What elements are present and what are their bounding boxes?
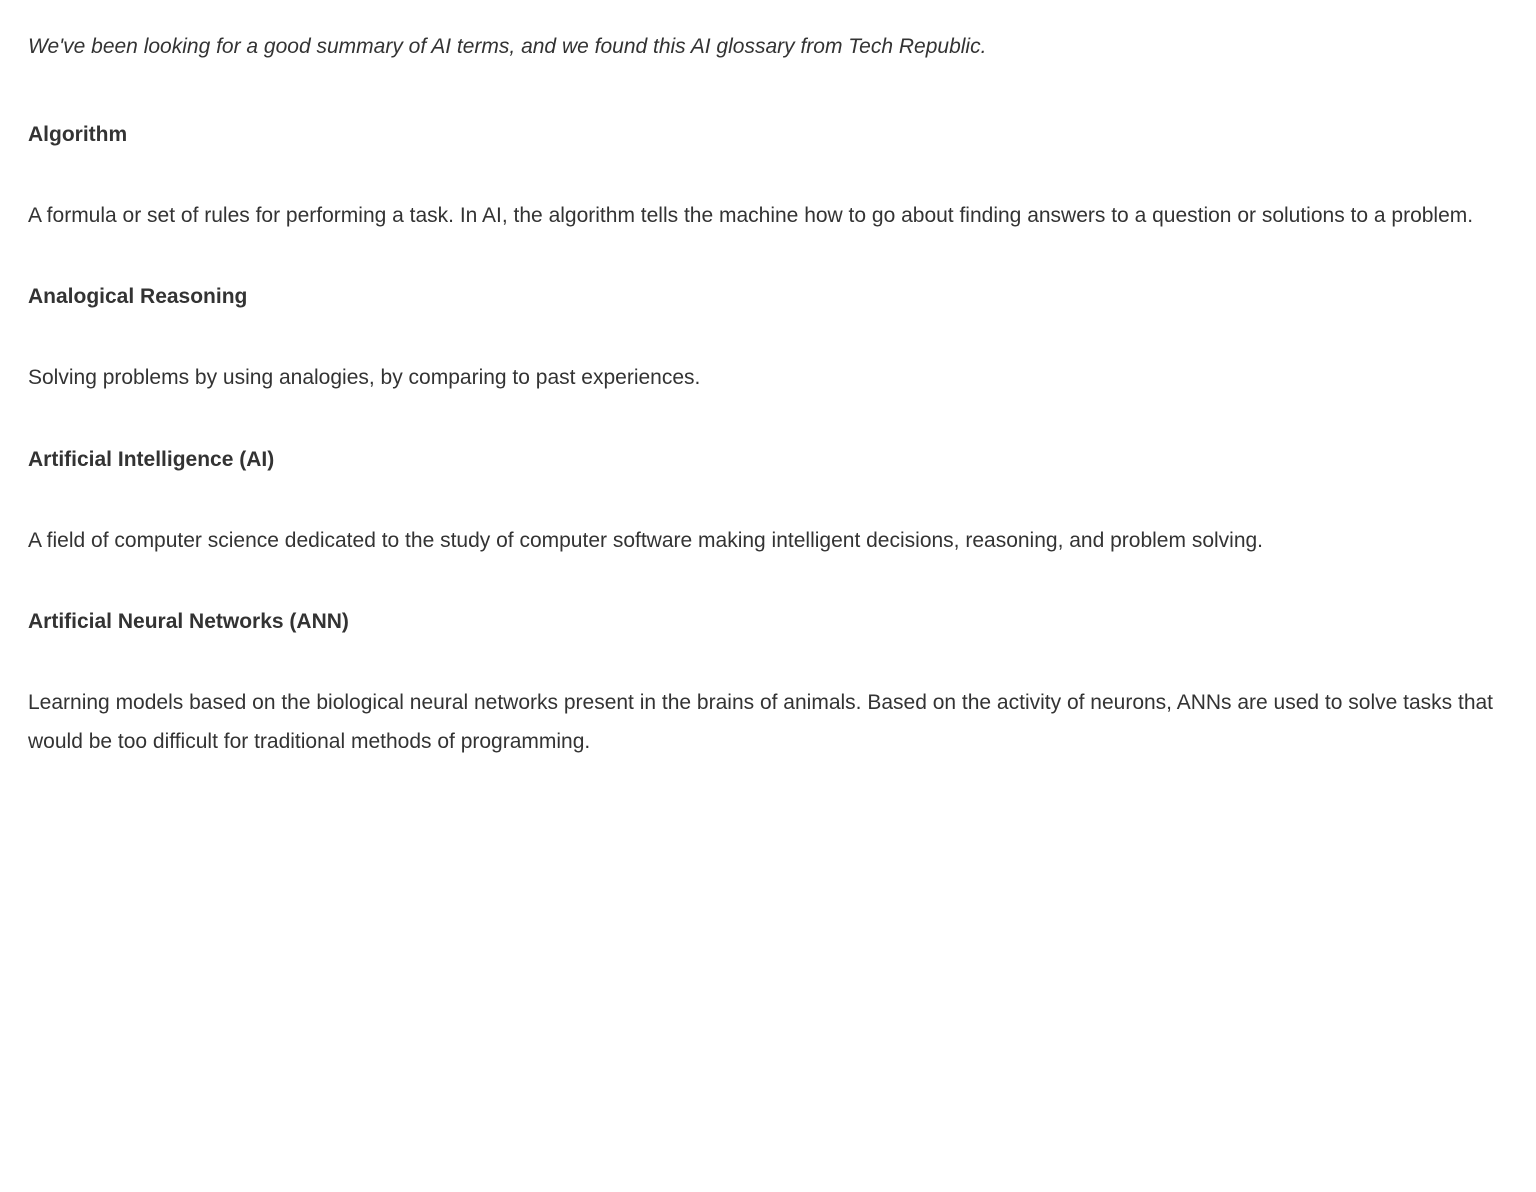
intro-paragraph: We've been looking for a good summary of…	[28, 28, 1508, 67]
term-heading-analogical-reasoning: Analogical Reasoning	[28, 279, 1508, 315]
term-heading-artificial-neural-networks: Artificial Neural Networks (ANN)	[28, 604, 1508, 640]
term-definition-artificial-intelligence: A field of computer science dedicated to…	[28, 522, 1508, 561]
term-heading-artificial-intelligence: Artificial Intelligence (AI)	[28, 442, 1508, 478]
term-definition-artificial-neural-networks: Learning models based on the biological …	[28, 684, 1508, 762]
term-heading-algorithm: Algorithm	[28, 117, 1508, 153]
term-definition-algorithm: A formula or set of rules for performing…	[28, 197, 1508, 236]
term-definition-analogical-reasoning: Solving problems by using analogies, by …	[28, 359, 1508, 398]
